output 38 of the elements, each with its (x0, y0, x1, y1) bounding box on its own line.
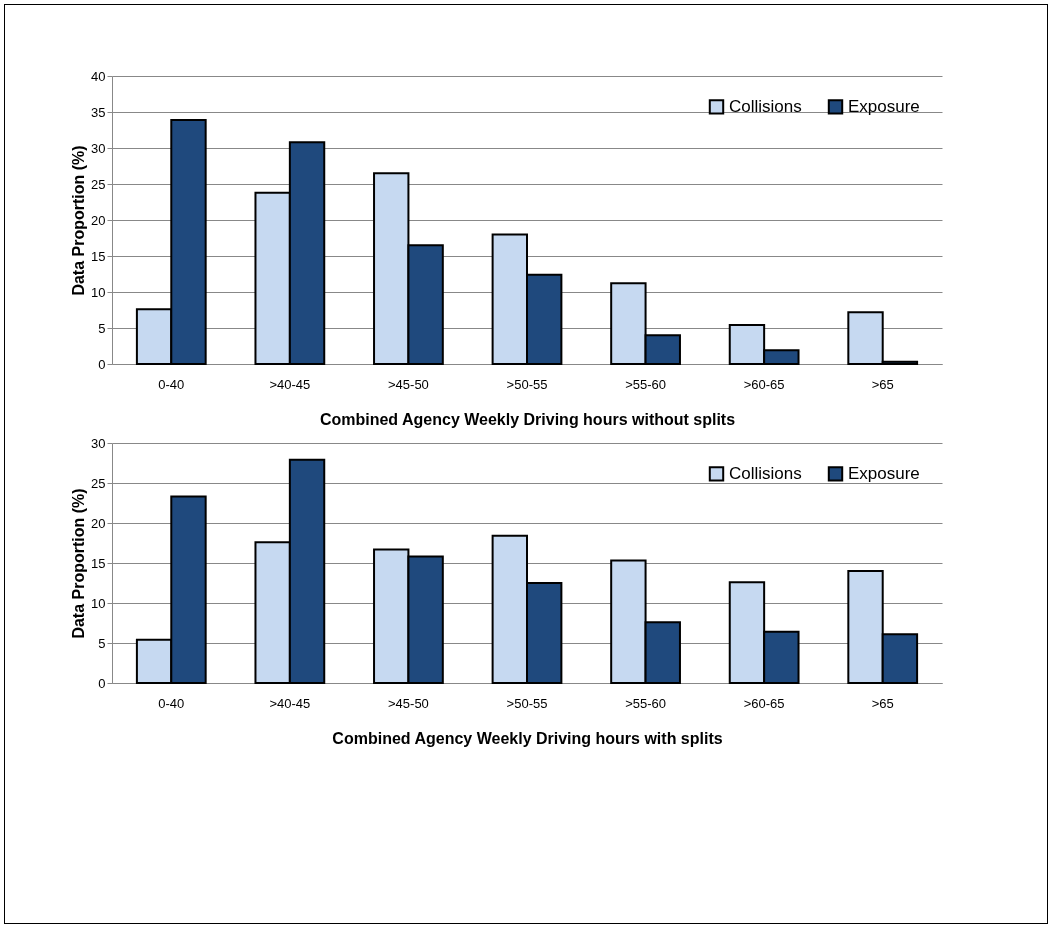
y-tick-label: 0 (98, 356, 106, 372)
x-tick-label: >65 (871, 695, 894, 711)
y-tick-label: 20 (91, 515, 106, 531)
legend-label: Collisions (729, 463, 802, 483)
x-axis-title: Combined Agency Weekly Driving hours without splits (319, 410, 736, 428)
y-tick-label: 15 (91, 248, 106, 264)
y-tick-label: 30 (91, 140, 106, 156)
y-tick-label: 15 (91, 555, 106, 571)
x-tick-label: >55-60 (625, 376, 666, 392)
y-tick-label: 10 (91, 595, 106, 611)
x-tick-label: >45-50 (388, 376, 429, 392)
y-tick-label: 5 (98, 320, 106, 336)
x-tick-label: >55-60 (625, 695, 666, 711)
x-tick-label: >60-65 (743, 376, 785, 392)
x-tick-label: >50-55 (506, 376, 548, 392)
y-tick-label: 0 (98, 675, 106, 691)
y-tick-label: 20 (91, 212, 106, 228)
legend-label: Collisions (729, 96, 802, 116)
y-tick-label: 10 (91, 284, 106, 300)
x-tick-label: >60-65 (743, 695, 785, 711)
legend-label: Exposure (848, 463, 920, 483)
y-tick-label: 25 (91, 475, 106, 491)
x-tick-label: 0-40 (158, 695, 185, 711)
y-tick-label: 35 (91, 104, 106, 120)
x-tick-label: >65 (871, 376, 894, 392)
y-tick-label: 40 (91, 68, 106, 84)
x-tick-label: >45-50 (388, 695, 429, 711)
y-tick-label: 30 (91, 435, 106, 451)
y-tick-label: 25 (91, 176, 106, 192)
x-tick-label: >40-45 (269, 376, 311, 392)
y-tick-label: 5 (98, 635, 106, 651)
legend-label: Exposure (848, 96, 920, 116)
x-tick-label: 0-40 (158, 376, 185, 392)
y-axis-title: Data Proportion (%) (70, 145, 88, 296)
x-tick-label: >50-55 (506, 695, 548, 711)
y-axis-title: Data Proportion (%) (70, 488, 88, 639)
x-axis-title: Combined Agency Weekly Driving hours with splits (332, 729, 723, 747)
x-tick-label: >40-45 (269, 695, 311, 711)
